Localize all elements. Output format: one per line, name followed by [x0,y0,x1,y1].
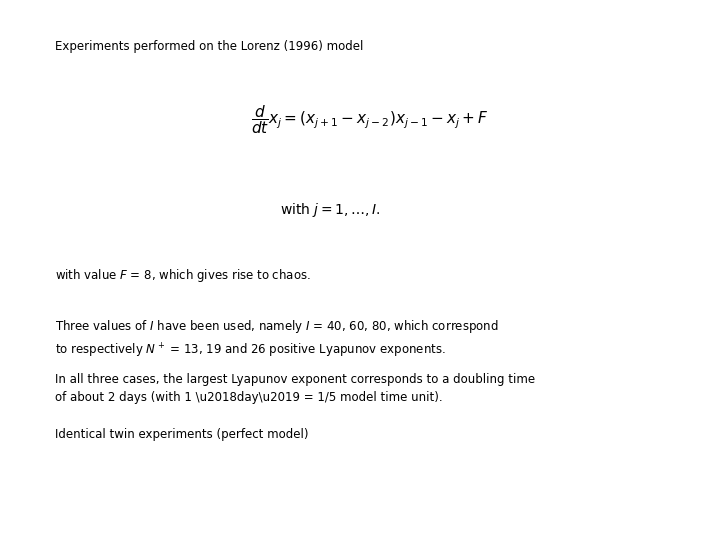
Text: $\dfrac{d}{dt}x_j = (x_{j+1} - x_{j-2})x_{j-1} - x_j + F$: $\dfrac{d}{dt}x_j = (x_{j+1} - x_{j-2})x… [251,104,489,137]
Text: with $j = 1, \ldots, I.$: with $j = 1, \ldots, I.$ [279,201,380,219]
Text: Three values of $I$ have been used, namely $I$ = 40, 60, 80, which correspond
to: Three values of $I$ have been used, name… [55,318,499,360]
Text: Experiments performed on the Lorenz (1996) model: Experiments performed on the Lorenz (199… [55,40,364,53]
Text: with value $F$ = 8, which gives rise to chaos.: with value $F$ = 8, which gives rise to … [55,267,311,284]
Text: In all three cases, the largest Lyapunov exponent corresponds to a doubling time: In all three cases, the largest Lyapunov… [55,373,535,404]
Text: Identical twin experiments (perfect model): Identical twin experiments (perfect mode… [55,428,308,441]
